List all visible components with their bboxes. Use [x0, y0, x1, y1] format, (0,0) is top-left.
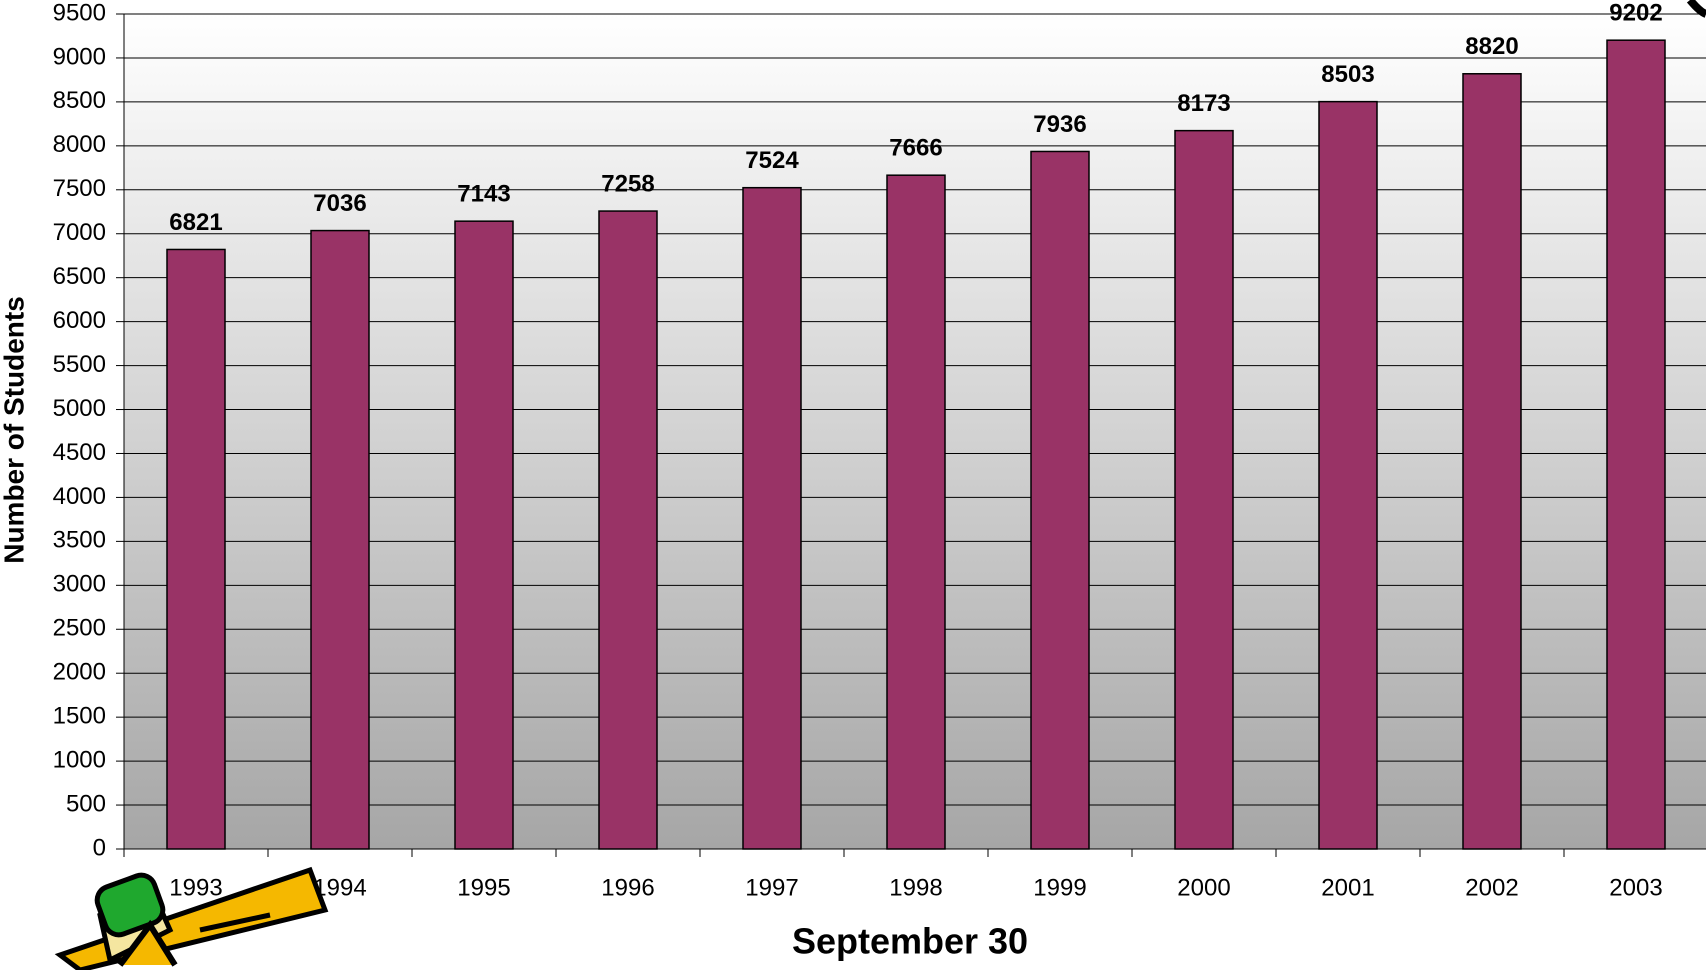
- value-label: 8503: [1321, 61, 1374, 88]
- value-label: 7524: [745, 147, 799, 174]
- x-tick-label: 1993: [169, 874, 222, 901]
- x-tick-label: 1997: [745, 874, 798, 901]
- bar: [455, 221, 513, 849]
- value-label: 7036: [313, 190, 366, 217]
- value-label: 8173: [1177, 90, 1230, 117]
- value-label: 7143: [457, 181, 510, 208]
- y-tick-label: 9000: [53, 43, 106, 70]
- bar: [167, 249, 225, 849]
- value-label: 7936: [1033, 111, 1086, 138]
- x-tick-label: 2000: [1177, 874, 1230, 901]
- y-tick-label: 1000: [53, 746, 106, 773]
- x-tick-label: 1998: [889, 874, 942, 901]
- value-label: 9202: [1609, 0, 1662, 27]
- y-tick-label: 6500: [53, 263, 106, 290]
- chart: September 30 Number of Students 0 500 1000…: [0, 0, 1706, 970]
- bar: [1031, 151, 1089, 849]
- y-tick-label: 4000: [53, 483, 106, 510]
- bar: [311, 231, 369, 849]
- x-tick-label: 2003: [1609, 874, 1662, 901]
- x-tick-label: 1996: [601, 874, 654, 901]
- y-tick-label: 1500: [53, 703, 106, 730]
- value-label: 7666: [889, 135, 942, 162]
- bar: [1319, 102, 1377, 849]
- x-tick-label: 1995: [457, 874, 510, 901]
- y-tick-label: 7000: [53, 219, 106, 246]
- y-tick-label: 6000: [53, 307, 106, 334]
- bar: [1463, 74, 1521, 849]
- y-tick-label: 2000: [53, 659, 106, 686]
- y-tick-label: 4500: [53, 439, 106, 466]
- x-tick-label: 2002: [1465, 874, 1518, 901]
- bar: [1607, 40, 1665, 849]
- x-tick-label: 1999: [1033, 874, 1086, 901]
- bar: [599, 211, 657, 849]
- y-tick-label: 2500: [53, 615, 106, 642]
- y-tick-label: 7500: [53, 175, 106, 202]
- y-tick-label: 9500: [53, 0, 106, 26]
- value-label: 6821: [169, 209, 222, 236]
- value-label: 7258: [601, 170, 654, 197]
- bar: [743, 188, 801, 849]
- y-tick-label: 8500: [53, 87, 106, 114]
- corner-decoration: [1690, 0, 1706, 14]
- y-axis-title: Number of Students: [0, 296, 29, 564]
- y-tick-label: 3000: [53, 571, 106, 598]
- y-tick-label: 3500: [53, 527, 106, 554]
- bar: [887, 175, 945, 849]
- value-label: 8820: [1465, 33, 1518, 60]
- x-axis-title: September 30: [792, 921, 1028, 962]
- y-tick-label: 8000: [53, 131, 106, 158]
- y-tick-label: 5500: [53, 351, 106, 378]
- y-tick-label: 500: [66, 790, 106, 817]
- x-tick-label: 2001: [1321, 874, 1374, 901]
- y-tick-label: 5000: [53, 395, 106, 422]
- bar: [1175, 131, 1233, 849]
- y-tick-label: 0: [93, 834, 106, 861]
